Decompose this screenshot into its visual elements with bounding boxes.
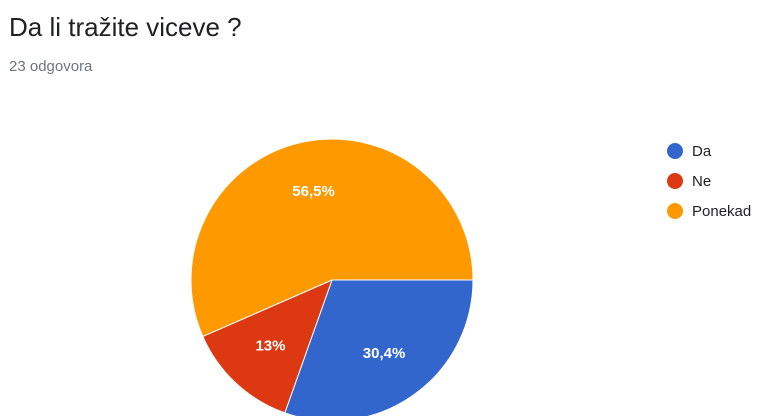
legend-item-ponekad[interactable]: Ponekad	[667, 196, 751, 226]
legend-swatch-ne	[667, 173, 683, 189]
chart-legend: Da Ne Ponekad	[667, 136, 751, 226]
legend-swatch-da	[667, 143, 683, 159]
pie-slices	[190, 138, 474, 416]
legend-label-ne: Ne	[692, 172, 712, 190]
legend-item-da[interactable]: Da	[667, 136, 751, 166]
response-count: 23 odgovora	[9, 58, 93, 75]
pie-slice-ne[interactable]	[202, 279, 333, 414]
pie-labels: 30,4% 13% 56,5%	[255, 183, 405, 362]
legend-label-ponekad: Ponekad	[692, 202, 752, 220]
legend-item-ne[interactable]: Ne	[667, 166, 751, 196]
pie-slice-da[interactable]	[284, 279, 474, 416]
slice-label-da: 30,4%	[363, 345, 406, 362]
legend-swatch-ponekad	[667, 203, 683, 219]
question-title: Da li tražite viceve ?	[9, 12, 242, 42]
legend-label-da: Da	[692, 142, 712, 160]
slice-label-ponekad: 56,5%	[292, 183, 335, 200]
pie-slice-ponekad[interactable]	[190, 138, 474, 338]
slice-label-ne: 13%	[255, 338, 285, 355]
